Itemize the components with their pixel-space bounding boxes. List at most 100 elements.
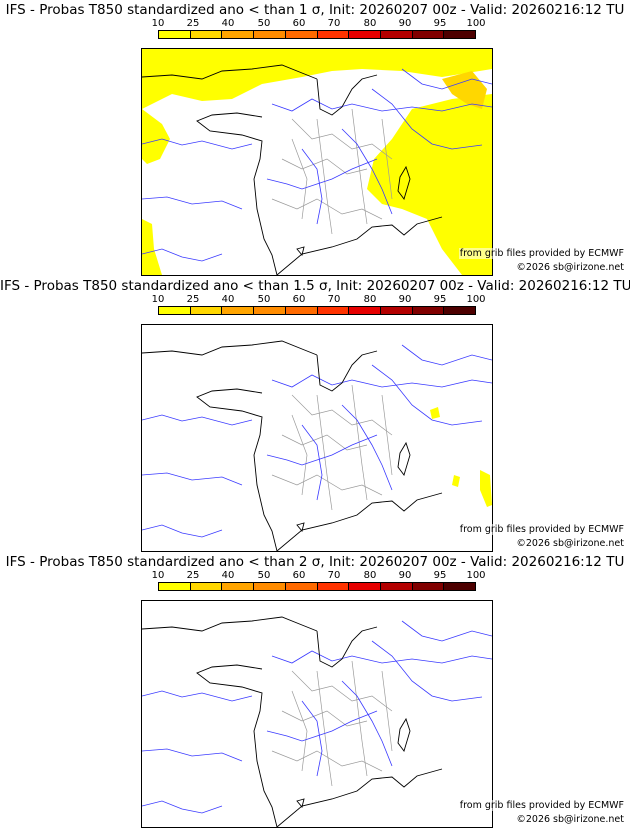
colorbar-tick: 60 — [292, 294, 306, 305]
colorbar-band — [222, 583, 255, 590]
river — [301, 424, 323, 501]
colorbar — [158, 30, 476, 39]
colorbar-band — [159, 307, 191, 314]
river — [142, 414, 253, 426]
colorbar-tick: 10 — [151, 570, 165, 581]
coastline — [316, 74, 378, 116]
colorbar-tick: 95 — [433, 18, 447, 29]
copyright: ©2026 sb@irizone.net — [515, 814, 625, 825]
prob-area-north — [142, 49, 492, 109]
admin-border — [316, 118, 333, 235]
colorbar-tick: 95 — [433, 294, 447, 305]
colorbar-tick: 50 — [257, 570, 271, 581]
admin-border — [351, 108, 368, 225]
colorbar-tick: 90 — [398, 18, 412, 29]
prob-area-southwest — [142, 219, 162, 275]
admin-border — [291, 414, 308, 496]
river — [142, 138, 253, 150]
river — [142, 196, 243, 210]
river — [301, 700, 323, 777]
coastline — [142, 616, 318, 632]
colorbar-band — [190, 31, 223, 38]
colorbar-labels: 10 25 40 50 60 70 80 90 95 100 — [150, 570, 492, 582]
admin-border — [291, 690, 308, 772]
colorbar-tick: 10 — [151, 18, 165, 29]
colorbar-tick: 25 — [186, 18, 200, 29]
colorbar-tick: 90 — [398, 294, 412, 305]
colorbar-band — [159, 31, 191, 38]
admin-border — [271, 474, 383, 496]
coastline — [316, 626, 378, 668]
colorbar-labels: 10 25 40 50 60 70 80 90 95 100 — [150, 18, 492, 30]
colorbar-band — [412, 583, 445, 590]
colorbar-tick: 25 — [186, 294, 200, 305]
colorbar-tick: 80 — [363, 294, 377, 305]
admin-border — [271, 198, 383, 220]
coastline — [196, 112, 278, 275]
colorbar-band — [380, 307, 413, 314]
colorbar-tick: 80 — [363, 18, 377, 29]
colorbar-tick: 40 — [221, 18, 235, 29]
colorbar-tick: 60 — [292, 570, 306, 581]
colorbar-band — [190, 307, 223, 314]
coastline — [397, 717, 411, 752]
river — [142, 690, 253, 702]
copyright: ©2026 sb@irizone.net — [515, 538, 625, 549]
coastline — [276, 768, 443, 827]
river — [401, 620, 492, 642]
river — [371, 640, 483, 702]
colorbar-band — [222, 307, 255, 314]
coastline — [296, 522, 305, 532]
colorbar-band — [190, 583, 223, 590]
copyright: ©2026 sb@irizone.net — [515, 262, 625, 273]
colorbar-band — [285, 31, 318, 38]
river — [341, 404, 393, 491]
panel-1sigma: IFS - Probas T850 standardized ano < tha… — [0, 0, 630, 276]
colorbar-tick: 100 — [466, 18, 486, 29]
river — [142, 248, 223, 262]
probability-map — [141, 48, 493, 276]
river — [142, 800, 223, 814]
coastline — [276, 216, 443, 275]
colorbar-tick: 100 — [466, 294, 486, 305]
colorbar-tick: 40 — [221, 570, 235, 581]
panel-title: IFS - Probas T850 standardized ano < tha… — [5, 2, 625, 18]
colorbar-band — [285, 307, 318, 314]
colorbar-band — [254, 31, 286, 38]
admin-border — [316, 394, 333, 511]
colorbar-band — [349, 31, 381, 38]
probability-map — [141, 600, 493, 828]
river — [266, 710, 378, 742]
admin-border — [381, 670, 393, 752]
coastline — [196, 664, 278, 827]
colorbar-band — [317, 31, 350, 38]
colorbar-band — [412, 307, 445, 314]
colorbar-band — [254, 307, 286, 314]
source-credit: from grib files provided by ECMWF — [458, 524, 625, 535]
colorbar-tick: 50 — [257, 294, 271, 305]
admin-border — [271, 750, 383, 772]
coastline — [296, 798, 305, 808]
coastline — [276, 492, 443, 551]
admin-border — [291, 118, 393, 160]
coastline — [196, 388, 278, 551]
coastline — [397, 165, 411, 200]
coastline — [296, 246, 305, 256]
prob-area-alps — [430, 407, 440, 419]
prob-area-northwest — [142, 109, 170, 164]
colorbar-tick: 40 — [221, 294, 235, 305]
admin-border — [291, 394, 393, 436]
colorbar-tick: 80 — [363, 570, 377, 581]
map-svg — [142, 49, 492, 275]
colorbar-band — [349, 307, 381, 314]
coastline — [142, 64, 318, 80]
river — [271, 374, 492, 388]
panel-2sigma: IFS - Probas T850 standardized ano < tha… — [0, 552, 630, 828]
admin-border — [351, 384, 368, 501]
colorbar-band — [380, 31, 413, 38]
river — [371, 88, 483, 150]
river — [142, 748, 243, 762]
colorbar-band — [380, 583, 413, 590]
river — [271, 650, 492, 664]
coastline — [316, 350, 378, 392]
